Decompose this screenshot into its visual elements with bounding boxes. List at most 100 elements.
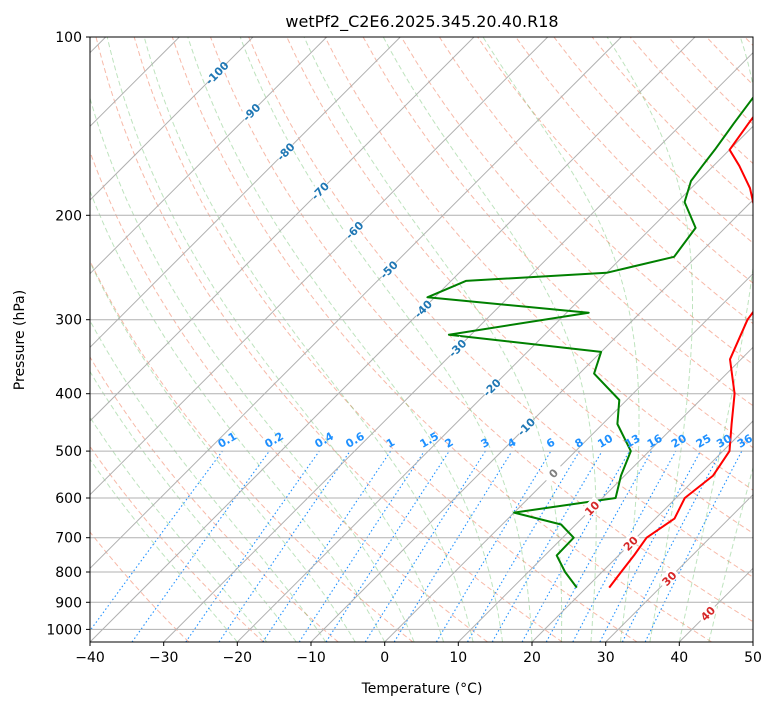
dry-adiabats [90,37,753,642]
isotherm-label-bg [618,531,642,555]
dry-adiabat-line [515,37,753,284]
mixing-ratio-line [185,450,320,642]
mixing-ratio-label: 1 [384,436,397,451]
isotherm-line [678,567,753,642]
isotherm-line [90,37,475,422]
isotherm-label-bg [657,566,680,590]
dry-adiabat-line [706,37,753,86]
mixing-ratio-line [521,450,630,642]
isotherm-label-bg [204,60,228,84]
mixing-ratio-label: 25 [694,432,714,451]
y-tick-label: 700 [55,531,82,547]
isotherm-line [90,37,622,570]
moist-adiabat-line [90,416,268,642]
y-tick-label: 300 [55,313,82,329]
plot-area [90,37,753,642]
mixing-ratio-line [545,450,653,642]
pressure-gridlines [90,37,753,630]
y-tick-label: 500 [55,444,82,460]
moist-adiabat-line [90,260,356,642]
moist-adiabat-line [90,319,327,642]
x-tick-label: 20 [523,650,541,666]
mixing-ratio-line [393,450,513,642]
y-axis-label: Pressure (hPa) [12,290,28,390]
moist-adiabat-line [708,465,753,642]
mixing-ratio-line [131,450,270,642]
moist-adiabat-line [239,37,533,642]
y-axis-ticks: 100 200 300 400 500 600 700 800 900 1000 [46,30,90,638]
y-tick-label: 600 [55,491,82,507]
mixing-ratio-label: 10 [595,432,615,451]
moist-adiabats [90,37,753,642]
moist-adiabat-line [606,37,693,642]
isotherm-line [384,272,753,642]
dry-adiabat-line [400,37,753,407]
isotherm-label-bg [411,296,434,320]
dry-adiabat-line [591,37,753,204]
dry-adiabat-line [744,37,753,47]
mixing-ratio-label: 0.1 [216,430,239,451]
isotherm-line [90,37,254,201]
isotherm-label-bg [273,139,297,163]
dry-adiabat-line [90,150,488,642]
mixing-ratio-label: 4 [505,435,518,450]
dry-adiabat-line [248,37,753,578]
isotherm-label-bg [579,496,603,519]
isotherm-line [605,493,753,642]
chart-title: wetPf2_C2E6.2025.345.20.40.R18 [285,12,558,32]
x-tick-label: −40 [75,650,105,666]
dry-adiabat-line [133,37,638,642]
profile-series-line-2 [426,96,753,589]
isotherm-line [163,51,753,642]
isotherm-label-bg [239,100,263,123]
isotherms [90,37,753,642]
x-tick-label: 10 [449,650,467,666]
isotherm-label: -100 [203,59,232,88]
x-tick-label: 30 [597,650,615,666]
y-tick-label: 1000 [46,622,82,638]
mixing-ratio-line [325,450,450,642]
mixing-ratio-line [572,450,677,642]
y-tick-label: 900 [55,595,82,611]
moist-adiabat-line [90,458,238,642]
isotherm-line [236,125,753,642]
isotherm-label-bg [514,414,537,438]
mixing-ratio-label: 6 [544,435,557,450]
isotherm-line [90,37,401,349]
x-tick-label: −10 [296,650,326,666]
dry-adiabat-line [95,37,563,642]
moist-adiabat-line [303,37,563,642]
x-axis-label: Temperature (°C) [361,681,483,697]
mixing-ratio-label: 20 [669,432,689,451]
dry-adiabat-line [90,531,190,642]
moist-adiabat-line [187,37,503,642]
mixing-ratio-label: 0.6 [343,430,367,451]
isotherm-line [310,199,753,642]
mixing-ratio-label: 1.5 [418,430,441,451]
y-tick-label: 100 [55,30,82,46]
moist-adiabat-line [90,189,386,642]
dry-adiabat-line [171,37,712,642]
mixing-ratio-line [90,450,223,632]
dry-adiabat-line [90,356,339,642]
dry-adiabat-line [668,37,753,125]
dry-adiabat-line [90,259,414,642]
isotherm-label: -80 [274,140,297,163]
x-axis-ticks: −40 −30 −20 −10 0 10 20 30 40 50 [75,642,762,666]
mixing-ratio-label: 36 [735,432,755,451]
mixing-ratio-label: 2 [442,436,455,451]
isotherm-label-bg [695,601,719,625]
mixing-ratio-line [644,450,743,642]
mixing-ratio-line [298,450,425,642]
y-tick-label: 800 [55,565,82,581]
moist-adiabat-line [678,37,753,642]
mixing-ratio-line [467,450,580,642]
profile-series [426,96,753,589]
dry-adiabat-line [438,37,753,366]
profile-series-line-1 [608,115,753,589]
x-tick-label: 0 [380,650,389,666]
isotherm-label-bg [308,178,331,202]
moist-adiabat-line [482,37,640,642]
x-tick-label: 50 [744,650,762,666]
